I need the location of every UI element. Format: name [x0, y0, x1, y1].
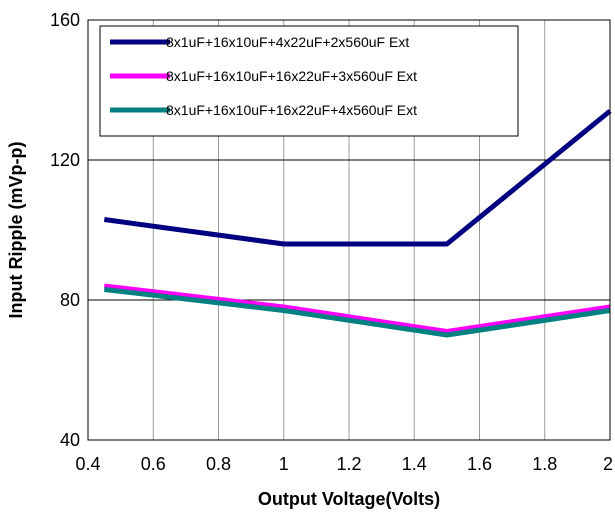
series-line [104, 290, 610, 336]
x-tick-label: 1 [279, 454, 289, 474]
x-tick-label: 1.8 [532, 454, 557, 474]
legend: 8x1uF+16x10uF+4x22uF+2x560uF Ext 8x1uF+16… [100, 26, 518, 136]
legend-label: 8x1uF+16x10uF+16x22uF+3x560uF Ext [166, 68, 417, 84]
x-tick-label: 1.4 [402, 454, 427, 474]
y-tick-label: 80 [60, 290, 80, 310]
x-tick-label: 0.8 [206, 454, 231, 474]
y-tick-label: 120 [50, 150, 80, 170]
y-axis-label: Input Ripple (mVp-p) [6, 142, 26, 319]
x-axis-label: Output Voltage(Volts) [258, 489, 440, 509]
x-tick-label: 0.4 [75, 454, 100, 474]
series-lines [104, 111, 610, 335]
legend-label: 8x1uF+16x10uF+4x22uF+2x560uF Ext [166, 34, 409, 50]
x-tick-label: 1.6 [467, 454, 492, 474]
y-tick-label: 40 [60, 430, 80, 450]
legend-label: 8x1uF+16x10uF+16x22uF+4x560uF Ext [166, 102, 417, 118]
x-tick-label: 0.6 [141, 454, 166, 474]
series-line [104, 286, 610, 332]
y-tick-label: 160 [50, 10, 80, 30]
x-tick-label: 1.2 [336, 454, 361, 474]
x-tick-label: 2 [603, 454, 613, 474]
